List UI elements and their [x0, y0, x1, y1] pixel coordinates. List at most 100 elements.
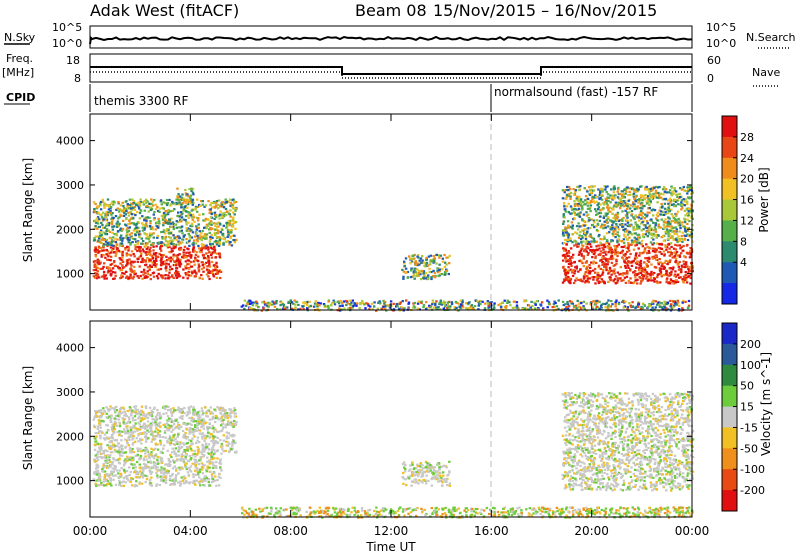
power-cell	[185, 221, 188, 224]
power-cell	[654, 224, 657, 227]
power-cell	[645, 200, 648, 203]
power-cell	[225, 225, 229, 228]
power-cell	[146, 246, 149, 249]
power-cell	[149, 246, 152, 249]
power-cell	[582, 240, 585, 243]
velocity-cell	[194, 461, 197, 464]
power-cell	[218, 240, 221, 243]
power-cell	[199, 249, 203, 252]
power-cell	[610, 220, 614, 223]
velocity-cell	[186, 413, 190, 416]
power-cell	[191, 203, 194, 206]
power-cell	[378, 300, 381, 303]
power-cell	[627, 249, 631, 252]
power-cell	[116, 265, 120, 268]
power-cell	[606, 204, 610, 207]
power-cell	[200, 231, 203, 235]
power-cell	[576, 242, 580, 245]
velocity-cell	[133, 471, 136, 474]
power-cell	[144, 224, 147, 227]
power-cell	[643, 217, 646, 220]
power-cell	[359, 302, 362, 305]
power-cell	[118, 267, 121, 270]
velocity-cell	[149, 482, 152, 485]
power-cell	[178, 230, 181, 233]
power-cell	[149, 208, 153, 212]
power-cell	[597, 206, 601, 209]
power-cell	[606, 225, 610, 228]
velocity-cell	[171, 473, 174, 476]
power-cell	[132, 206, 135, 209]
power-cell	[678, 230, 681, 233]
power-cell	[624, 281, 628, 284]
power-cell	[180, 196, 184, 199]
power-cell	[594, 282, 597, 285]
power-cell	[687, 196, 690, 199]
power-cell	[223, 202, 226, 205]
power-cell	[665, 228, 669, 231]
power-cell	[221, 212, 224, 215]
power-cell	[632, 248, 636, 251]
power-cell	[585, 260, 588, 263]
power-cell	[233, 239, 236, 242]
power-cell	[403, 262, 406, 265]
power-cell	[178, 237, 181, 240]
power-cell	[444, 273, 447, 276]
power-cell	[580, 252, 583, 255]
power-cell	[192, 193, 195, 196]
power-cell	[192, 260, 196, 263]
power-cell	[615, 226, 618, 229]
power-cell	[416, 274, 419, 277]
power-cell	[149, 232, 152, 235]
power-cell	[684, 263, 688, 266]
power-cell	[218, 255, 221, 258]
power-cell	[197, 263, 200, 266]
power-cell	[417, 274, 420, 277]
power-cell	[108, 230, 112, 234]
power-cell	[662, 188, 665, 191]
power-cell	[639, 259, 643, 262]
power-cell	[177, 221, 180, 224]
power-cell	[116, 238, 119, 241]
power-cell	[649, 247, 652, 250]
velocity-cell	[112, 470, 115, 473]
power-cell	[575, 213, 579, 216]
power-cell	[219, 210, 222, 213]
power-cell	[173, 243, 176, 246]
power-cell	[669, 273, 673, 276]
velocity-cell	[218, 472, 221, 475]
power-cell	[562, 229, 565, 232]
power-cell	[134, 248, 137, 251]
power-cell	[170, 240, 174, 243]
power-cell	[598, 197, 601, 201]
power-cell	[187, 227, 190, 230]
power-cell	[521, 308, 524, 311]
power-cell	[667, 251, 670, 254]
power-cell	[430, 276, 433, 279]
power-cell	[146, 233, 149, 236]
velocity-cell	[199, 456, 202, 459]
power-cell	[595, 305, 599, 308]
velocity-cell	[103, 470, 107, 473]
velocity-cell	[135, 471, 138, 474]
power-cell	[100, 241, 103, 244]
power-cell	[638, 198, 641, 201]
power-cell	[158, 252, 161, 255]
power-cell	[384, 300, 387, 304]
power-cell	[433, 271, 436, 274]
power-cell	[166, 228, 169, 231]
power-cell	[132, 222, 136, 225]
power-cell	[590, 261, 593, 264]
power-cell	[205, 273, 209, 276]
power-cell	[622, 300, 625, 303]
power-cell	[161, 277, 164, 280]
power-cell	[670, 220, 673, 223]
velocity-cell	[150, 453, 153, 456]
power-cell	[121, 250, 124, 253]
power-cell	[567, 194, 570, 197]
power-cell	[129, 241, 132, 245]
power-cell	[412, 302, 415, 305]
power-cell	[208, 228, 211, 231]
power-cell	[133, 205, 137, 209]
power-cell	[687, 208, 691, 211]
